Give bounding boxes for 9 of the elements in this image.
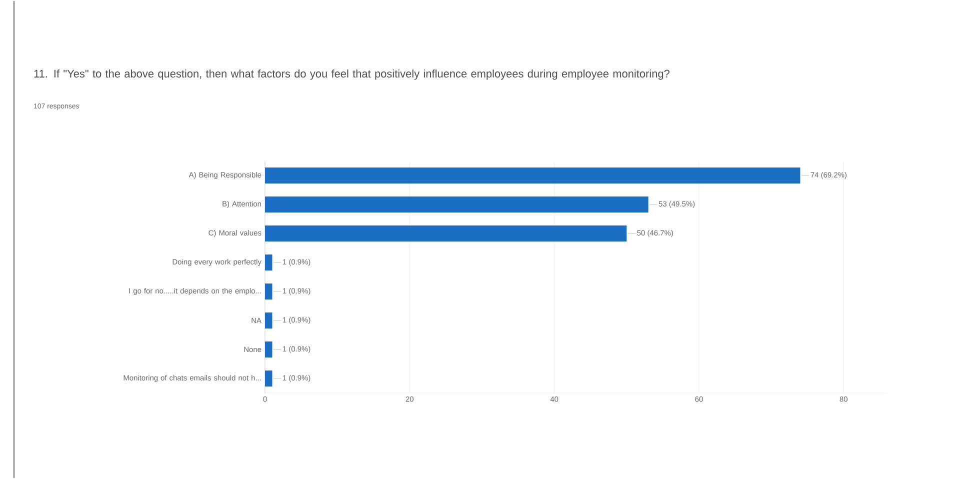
chart-title: 11. If "Yes" to the above question, then what factors do you feel that positively influence employees during employee monitoring? [34,70,670,80]
bar [265,254,272,270]
bar [265,370,272,386]
bar [265,341,272,358]
bar [265,168,800,184]
bar [265,196,648,212]
bar [265,312,272,328]
bar [265,283,272,300]
bar [265,225,627,242]
